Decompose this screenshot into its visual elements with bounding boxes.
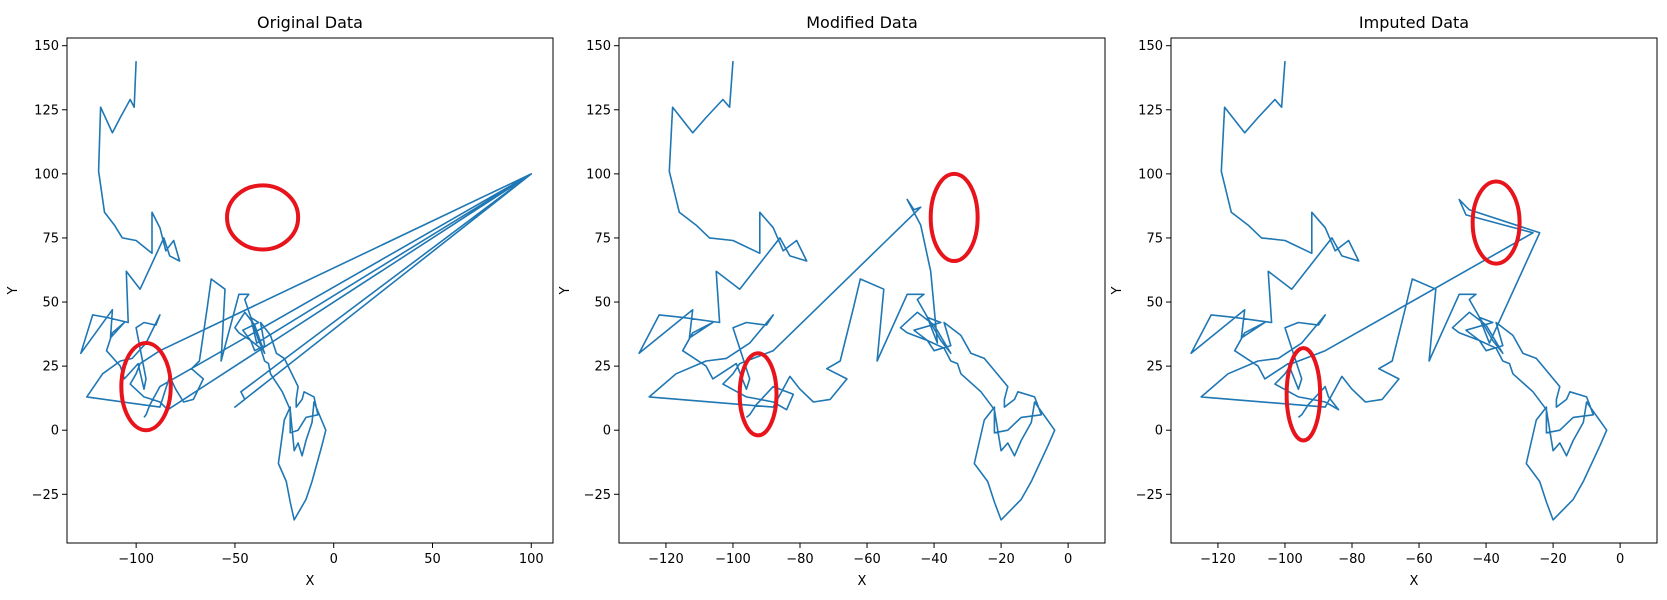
x-tick-label: −40 — [1472, 552, 1499, 567]
chart-title: Modified Data — [806, 13, 918, 32]
y-tick-label: −25 — [32, 488, 59, 503]
x-tick-label: −100 — [118, 552, 154, 567]
x-axis-label: X — [858, 574, 867, 589]
chart-panel-1: −100 −50 0 50 100 −25 0 25 50 75 100 125 150 Original… — [6, 13, 554, 589]
x-tick-label: 50 — [424, 552, 441, 567]
highlight-ellipse-2 — [1284, 346, 1323, 443]
y-tick-label: 25 — [42, 360, 59, 375]
highlight-ellipse-1 — [225, 183, 301, 252]
highlight-ellipse-2 — [119, 341, 173, 433]
x-tick-label: −20 — [987, 552, 1014, 567]
axes-frame — [618, 37, 1106, 544]
x-tick-label: −80 — [1338, 552, 1365, 567]
x-tick-label: −100 — [1267, 552, 1303, 567]
y-axis-label: Y — [1110, 286, 1125, 295]
y-tick-label: 50 — [1146, 296, 1163, 311]
y-tick-label: 50 — [42, 296, 59, 311]
y-tick-label: 75 — [1146, 231, 1163, 246]
x-tick-label: −120 — [648, 552, 684, 567]
y-axis-label: Y — [6, 286, 21, 295]
x-tick-label: −80 — [786, 552, 813, 567]
axes-frame — [1170, 37, 1658, 544]
y-tick-label: 100 — [1138, 167, 1163, 182]
data-line-series-1 — [638, 61, 1056, 521]
x-tick-label: 0 — [330, 552, 338, 567]
data-line-series-1 — [1190, 61, 1608, 521]
y-tick-label: 25 — [1146, 360, 1163, 375]
y-tick-label: 125 — [586, 103, 611, 118]
y-tick-label: 150 — [586, 39, 611, 54]
highlight-ellipse-2 — [737, 351, 779, 438]
x-axis-label: X — [1410, 574, 1419, 589]
x-axis-label: X — [306, 574, 315, 589]
x-tick-label: −100 — [715, 552, 751, 567]
y-tick-label: 125 — [1138, 103, 1163, 118]
y-tick-label: 75 — [42, 231, 59, 246]
x-tick-label: 0 — [1064, 552, 1072, 567]
y-tick-label: 100 — [586, 167, 611, 182]
y-tick-label: 75 — [594, 231, 611, 246]
x-tick-label: −50 — [221, 552, 248, 567]
axes-frame — [66, 37, 554, 544]
chart-title: Imputed Data — [1359, 13, 1469, 32]
x-tick-label: −40 — [920, 552, 947, 567]
chart-panel-3: −120 −100 −80 −60 −40 −20 0 −25 0 25 50 75 100 125 150… — [1110, 13, 1658, 589]
x-tick-label: −60 — [853, 552, 880, 567]
y-tick-label: 0 — [51, 424, 59, 439]
y-tick-label: 100 — [34, 167, 59, 182]
y-tick-label: −25 — [1136, 488, 1163, 503]
y-tick-label: −25 — [584, 488, 611, 503]
highlight-ellipse-1 — [928, 171, 980, 264]
y-tick-label: 50 — [594, 296, 611, 311]
x-tick-label: −60 — [1405, 552, 1432, 567]
y-axis-label: Y — [558, 286, 573, 295]
y-tick-label: 125 — [34, 103, 59, 118]
chart-title: Original Data — [257, 13, 363, 32]
highlight-ellipse-1 — [1470, 179, 1522, 266]
x-tick-label: 100 — [519, 552, 544, 567]
y-tick-label: 0 — [603, 424, 611, 439]
x-tick-label: 0 — [1616, 552, 1624, 567]
data-line-series-1 — [80, 61, 533, 521]
chart-panel-2: −120 −100 −80 −60 −40 −20 0 −25 0 25 50 75 100 125 150… — [558, 13, 1106, 589]
y-tick-label: 25 — [594, 360, 611, 375]
y-tick-label: 150 — [1138, 39, 1163, 54]
y-tick-label: 0 — [1155, 424, 1163, 439]
x-tick-label: −20 — [1539, 552, 1566, 567]
y-tick-label: 150 — [34, 39, 59, 54]
x-tick-label: −120 — [1200, 552, 1236, 567]
